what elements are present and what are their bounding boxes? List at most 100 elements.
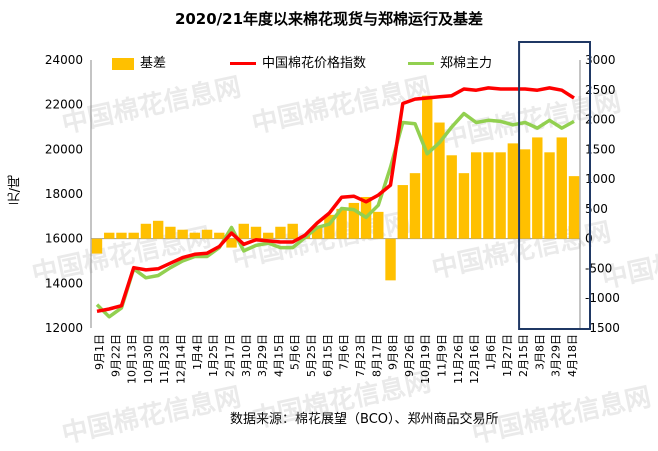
x-tick-label: 7月23日 [354, 334, 367, 377]
futures-line [95, 111, 575, 319]
x-tick-label: 11月26日 [452, 334, 465, 384]
y2-tick-label: 1000 [585, 172, 616, 186]
x-tick-label: 9月26日 [403, 334, 416, 377]
y2-tick-label: -1500 [585, 321, 620, 335]
x-tick-label: 9月1日 [93, 334, 106, 370]
basis-bar [275, 226, 286, 239]
y2-tick-label: 2000 [585, 113, 616, 127]
basis-bar [507, 143, 519, 239]
data-source: 数据来源：棉花展望（BCO）、郑州商品交易所 [230, 412, 499, 427]
basis-bar [177, 229, 188, 239]
x-tick-label: 7月6日 [338, 334, 351, 370]
basis-bar [470, 152, 482, 239]
basis-bar [104, 232, 115, 239]
basis-bar [385, 238, 396, 281]
y2-tick-label: -1000 [585, 291, 620, 305]
x-tick-label: 1月25日 [207, 334, 220, 377]
basis-bar [287, 223, 298, 239]
highlight-box [518, 41, 591, 330]
y-tick-label: 18000 [45, 187, 83, 201]
legend-swatch-index [230, 62, 256, 65]
x-tick-label: 9月8日 [387, 334, 400, 370]
basis-bar [495, 152, 506, 239]
x-tick-label: 10月13日 [126, 334, 139, 384]
x-tick-label: 8月17日 [370, 334, 383, 377]
x-tick-label: 11月9日 [436, 334, 449, 377]
x-tick-label: 3月8日 [533, 334, 546, 370]
basis-bar [458, 173, 470, 239]
y2-tick-label: 500 [585, 202, 608, 216]
x-tick-label: 12月14日 [175, 334, 188, 384]
x-tick-label: 3月10日 [240, 334, 253, 377]
chart-title: 2020/21年度以来棉花现货与郑棉运行及基差 [174, 10, 484, 28]
x-tick-label: 10月19日 [419, 334, 432, 384]
x-tick-label: 1月27日 [501, 334, 514, 377]
basis-bar [422, 95, 433, 239]
legend-label-futures: 郑棉主力 [440, 56, 493, 71]
x-tick-label: 12月16日 [468, 334, 481, 384]
basis-bar [165, 226, 176, 239]
x-tick-label: 10月30日 [142, 334, 155, 384]
x-tick-label: 11月23日 [158, 334, 171, 384]
basis-bar [226, 238, 237, 248]
basis-bar [189, 232, 201, 239]
legend-swatch-basis [112, 57, 134, 70]
x-tick-label: 1月4日 [191, 334, 204, 370]
y-tick-label: 14000 [45, 276, 83, 290]
basis-bar [483, 152, 494, 239]
x-tick-label: 4月15日 [272, 334, 285, 377]
basis-bar [397, 185, 408, 239]
y2-tick-label: 3000 [585, 53, 616, 67]
y2-tick-label: 2500 [585, 83, 616, 97]
legend-item-basis: 基差 [112, 52, 166, 71]
basis-bar [214, 232, 225, 239]
basis-bar [446, 155, 457, 239]
x-tick-label: 5月6日 [289, 334, 302, 370]
y-tick-label: 16000 [45, 232, 83, 246]
basis-bar [348, 202, 360, 239]
basis-bar [140, 223, 152, 239]
legend-item-futures: 郑棉主力 [408, 52, 492, 71]
basis-bar [519, 149, 531, 239]
basis-bar [250, 226, 262, 239]
x-tick-label: 3月29日 [256, 334, 269, 377]
basis-bar [311, 226, 323, 239]
y-tick-label: 24000 [45, 53, 83, 67]
basis-bar [409, 173, 421, 239]
y2-tick-label: 0 [585, 232, 593, 246]
y-tick-label: 12000 [45, 321, 83, 335]
basis-bar [152, 220, 164, 239]
x-tick-label: 9月22日 [109, 334, 122, 377]
y-tick-label: 20000 [45, 142, 83, 156]
cotton-index-line [96, 86, 575, 314]
legend-label-index: 中国棉花价格指数 [262, 56, 367, 71]
basis-bar [532, 137, 543, 239]
basis-bar [128, 232, 139, 239]
x-tick-label: 1月6日 [484, 334, 497, 370]
x-tick-label: 5月25日 [305, 334, 318, 377]
legend-item-index: 中国棉花价格指数 [230, 52, 366, 71]
x-tick-label: 2月15日 [517, 334, 530, 377]
basis-bar [91, 238, 103, 254]
legend-label-basis: 基差 [140, 56, 167, 71]
basis-bar [373, 211, 384, 239]
basis-bar [434, 122, 445, 239]
x-tick-label: 6月15日 [321, 334, 334, 377]
x-tick-label: 4月18日 [566, 334, 579, 377]
legend-swatch-futures [408, 62, 434, 65]
basis-bar [201, 229, 213, 239]
y-tick-label: 22000 [45, 98, 83, 112]
basis-bar [116, 232, 127, 239]
x-tick-label: 3月29日 [550, 334, 563, 377]
basis-bar [336, 208, 347, 239]
basis-bar [544, 152, 555, 239]
basis-bar [324, 214, 335, 239]
x-tick-label: 2月17日 [223, 334, 236, 377]
basis-bar [263, 232, 274, 239]
basis-bar [568, 176, 580, 239]
basis-bar [238, 223, 249, 239]
y2-tick-label: -500 [585, 261, 612, 275]
basis-bar [556, 137, 567, 239]
